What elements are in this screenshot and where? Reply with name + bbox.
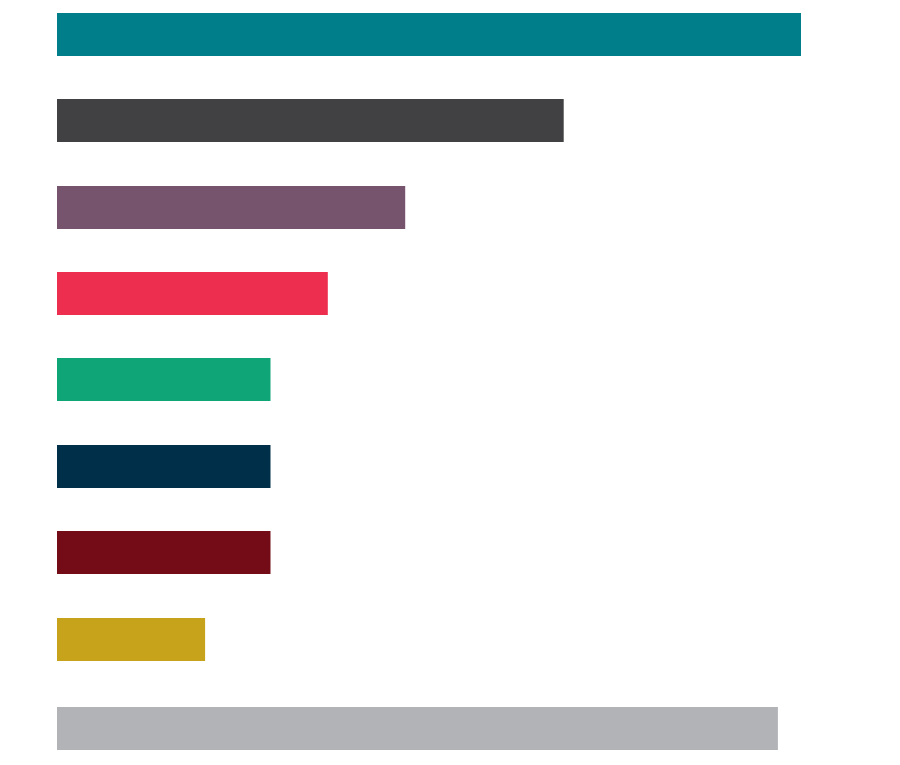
bar-1: [57, 13, 801, 56]
bar-9: [57, 707, 778, 750]
bar-2: [57, 99, 564, 142]
bar-8: [57, 618, 206, 661]
bar-6: [57, 445, 271, 488]
bar-3: [57, 186, 406, 229]
bar-5: [57, 358, 271, 401]
bar-4: [57, 272, 328, 315]
bar-7: [57, 531, 271, 574]
